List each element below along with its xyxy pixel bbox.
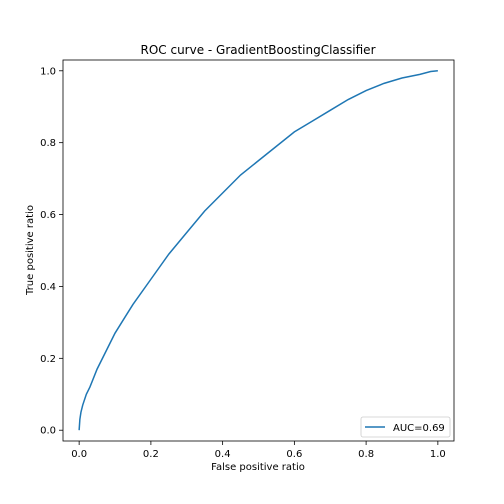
- x-tick-label: 1.0: [430, 449, 446, 460]
- x-tick-label: 0.0: [71, 449, 87, 460]
- y-tick-label: 0.2: [40, 354, 56, 365]
- x-axis: 0.0 0.2 0.4 0.6 0.8 1.0: [71, 441, 446, 460]
- x-axis-label: False positive ratio: [211, 462, 305, 473]
- legend-box: [360, 416, 451, 438]
- y-tick-label: 0.0: [40, 426, 56, 437]
- x-tick-label: 0.6: [286, 449, 302, 460]
- plot-area: [62, 59, 455, 442]
- y-axis: 0.0 0.2 0.4 0.6 0.8 1.0: [40, 66, 63, 437]
- y-tick-label: 0.8: [40, 138, 56, 149]
- chart-title: ROC curve - GradientBoostingClassifier: [141, 43, 376, 57]
- roc-curve-line: [78, 70, 438, 431]
- legend: AUC=0.69: [360, 416, 451, 438]
- y-tick-label: 0.4: [40, 282, 56, 293]
- x-tick-label: 0.8: [358, 449, 374, 460]
- x-tick-label: 0.2: [143, 449, 159, 460]
- y-tick-label: 0.6: [40, 210, 56, 221]
- y-tick-label: 1.0: [40, 66, 56, 77]
- legend-entry: AUC=0.69: [393, 423, 445, 434]
- x-tick-label: 0.4: [215, 449, 231, 460]
- y-axis-label: True positive ratio: [25, 205, 36, 296]
